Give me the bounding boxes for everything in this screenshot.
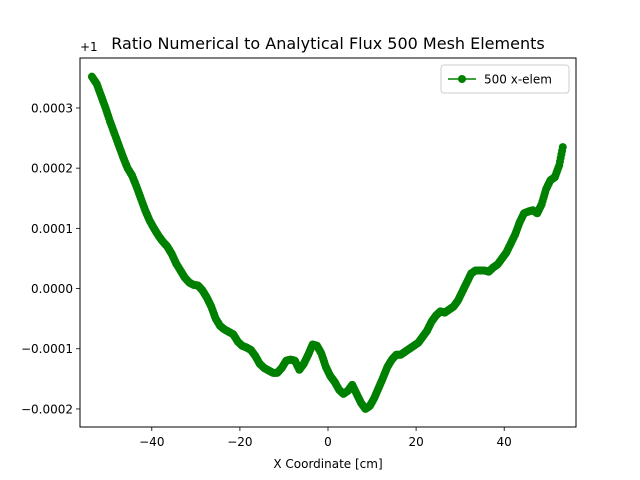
series-markers-0	[87, 72, 567, 413]
y-tick-label: −0.0002	[21, 402, 73, 416]
x-tick-label: −20	[227, 435, 252, 449]
legend: 500 x-elem	[440, 64, 570, 94]
x-tick-label: −40	[139, 435, 164, 449]
y-tick-label: 0.0001	[31, 222, 73, 236]
x-axis: −40 −20 0 20 40	[139, 427, 512, 449]
legend-entry-label: 500 x-elem	[484, 73, 552, 87]
x-axis-label: X Coordinate [cm]	[273, 457, 382, 471]
y-tick-label: 0.0002	[31, 162, 73, 176]
legend-marker-sample	[458, 75, 466, 83]
y-tick-label: 0.0000	[31, 282, 73, 296]
data-point	[558, 143, 567, 152]
plot-area	[87, 72, 567, 413]
y-offset-label: +1	[80, 40, 98, 54]
legend-box	[440, 64, 570, 94]
chart-title: Ratio Numerical to Analytical Flux 500 M…	[111, 34, 544, 53]
x-tick-label: 20	[408, 435, 423, 449]
x-tick-label: 0	[324, 435, 332, 449]
y-tick-label: −0.0001	[21, 342, 73, 356]
y-axis: −0.0002 −0.0001 0.0000 0.0001 0.0002 0.0003	[21, 101, 80, 416]
y-tick-label: 0.0003	[31, 101, 73, 115]
x-tick-label: 40	[497, 435, 512, 449]
